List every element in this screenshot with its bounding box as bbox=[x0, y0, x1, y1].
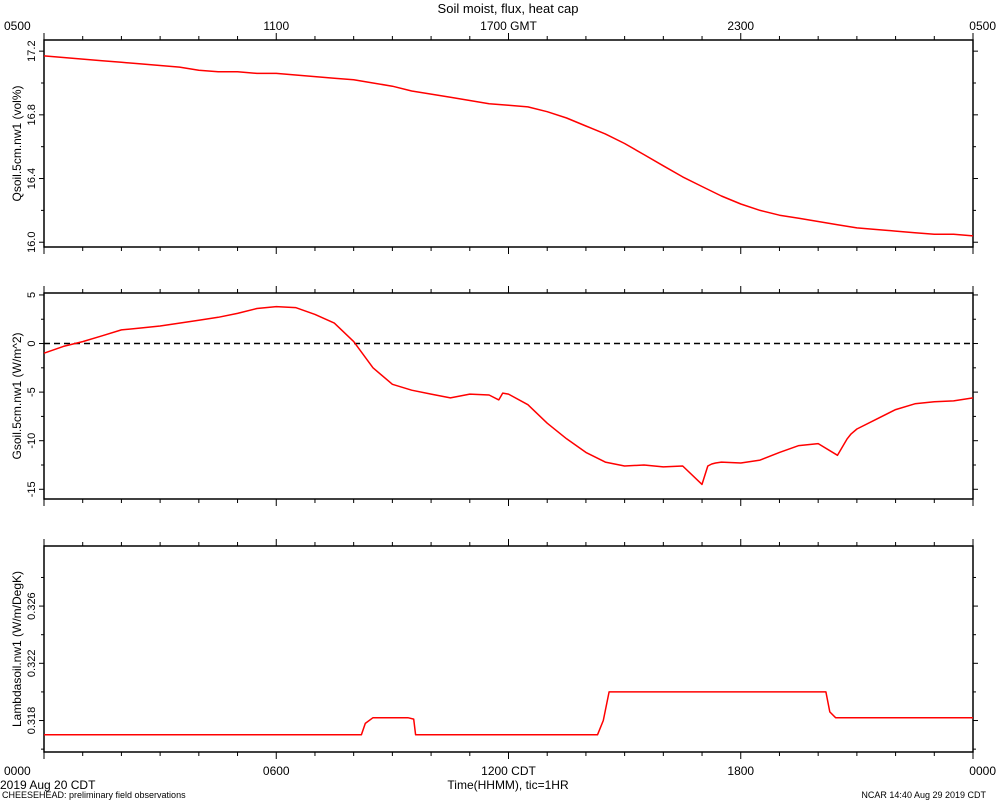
chart-panel-1: 16.0 16.4 16.8 17.2 Qsoil.5cm.nw1 (vol%) bbox=[10, 33, 978, 254]
top-axis-label: 0500 bbox=[4, 19, 31, 33]
y-tick-label: 0.322 bbox=[26, 650, 38, 678]
chart-panel-2: 5 0 -5 -10 -15 Gsoil.5cm.nw1 (W/m^2) bbox=[10, 286, 978, 506]
series-line-2 bbox=[43, 305, 974, 486]
y-tick-label: 0.326 bbox=[26, 592, 38, 620]
y-tick-label: 0.318 bbox=[26, 707, 38, 735]
y-tick-label: -10 bbox=[26, 433, 38, 449]
y-tick-label: -5 bbox=[26, 387, 38, 397]
bottom-axis-label: 1800 bbox=[727, 764, 754, 778]
footer-left: CHEESEHEAD: preliminary field observatio… bbox=[2, 790, 186, 800]
series-line-3 bbox=[44, 691, 973, 736]
y-tick-label: 5 bbox=[26, 292, 38, 298]
y-axis-title: Lambdasoil.nw1 (W/m/DegK) bbox=[10, 571, 24, 727]
plot-frame bbox=[43, 292, 974, 500]
top-axis-label: 2300 bbox=[727, 19, 754, 33]
bottom-axis-label: 0000 bbox=[4, 764, 31, 778]
plot-frame bbox=[43, 545, 974, 753]
bottom-axis-label: 0600 bbox=[263, 764, 290, 778]
top-axis-label: 1700 GMT bbox=[480, 19, 537, 33]
plot-frame bbox=[43, 39, 974, 248]
top-axis-label: 1100 bbox=[263, 19, 289, 33]
series-line-1 bbox=[43, 55, 974, 237]
top-axis-label: 0500 bbox=[969, 19, 996, 33]
y-tick-label: 17.2 bbox=[26, 40, 38, 61]
y-tick-label: -15 bbox=[26, 481, 38, 497]
x-axis-title: Time(HHMM), tic=1HR bbox=[447, 778, 569, 792]
y-tick-label: 16.0 bbox=[26, 232, 38, 253]
y-axis-title: Gsoil.5cm.nw1 (W/m^2) bbox=[10, 333, 24, 460]
date-label: 2019 Aug 20 CDT bbox=[0, 778, 96, 792]
y-tick-label: 16.8 bbox=[26, 104, 38, 125]
y-tick-label: 16.4 bbox=[26, 168, 38, 189]
bottom-axis-label: 1200 CDT bbox=[481, 764, 536, 778]
y-axis-title: Qsoil.5cm.nw1 (vol%) bbox=[10, 85, 24, 201]
time-axes: 0500 1100 1700 GMT 2300 0500 0000 0600 1200 CDT… bbox=[4, 19, 996, 792]
footer-right: NCAR 14:40 Aug 29 2019 CDT bbox=[861, 790, 986, 800]
chart-title: Soil moist, flux, heat cap bbox=[438, 1, 579, 16]
y-tick-label: 0 bbox=[26, 340, 38, 346]
bottom-axis-label: 0000 bbox=[969, 764, 996, 778]
